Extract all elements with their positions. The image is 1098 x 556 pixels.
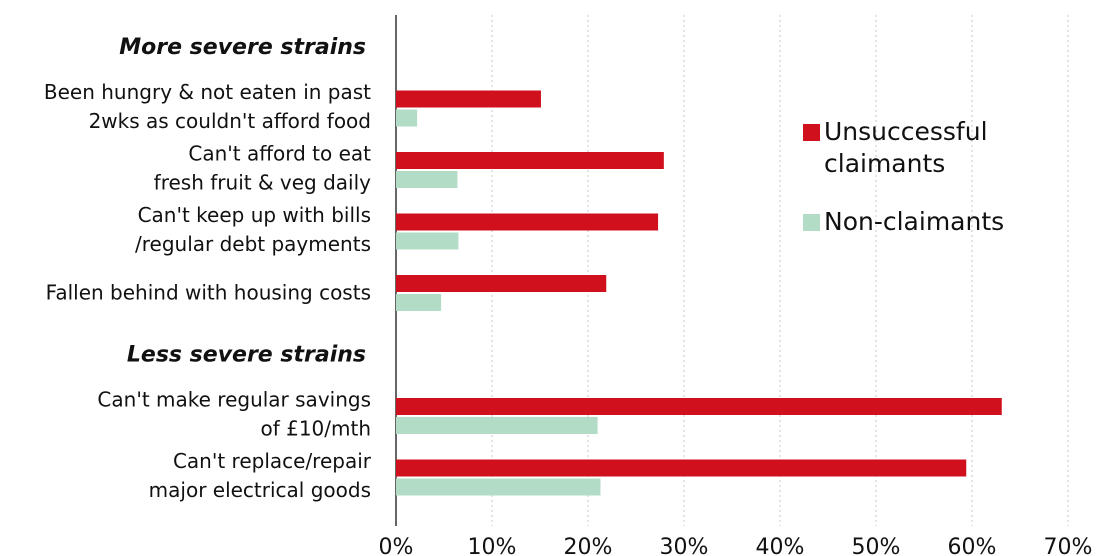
y-tick-label: of £10/mth: [260, 417, 371, 441]
x-tick-label: 40%: [756, 535, 805, 556]
legend-label: Unsuccessful claimants: [824, 117, 988, 178]
legend-label: Non-claimants: [824, 207, 1005, 236]
bar: [396, 398, 1002, 415]
y-tick-label: major electrical goods: [149, 478, 371, 502]
y-tick-label: Been hungry & not eaten in past: [44, 80, 371, 104]
y-tick-label: 2wks as couldn't afford food: [89, 109, 371, 133]
x-tick-label: 70%: [1044, 535, 1093, 556]
bar: [396, 213, 659, 231]
bar: [396, 109, 418, 127]
x-tick-label: 50%: [852, 535, 901, 556]
x-tick-label: 60%: [948, 535, 997, 556]
y-tick-label: /regular debt payments: [135, 232, 371, 256]
y-tick-label: fresh fruit & veg daily: [154, 171, 371, 195]
bar: [396, 152, 664, 169]
bar: [396, 275, 607, 292]
bar: [396, 90, 541, 108]
x-tick-label: 30%: [660, 535, 709, 556]
x-tick-label: 20%: [564, 535, 613, 556]
legend-swatch: [803, 124, 820, 141]
y-tick-label: Can't afford to eat: [188, 142, 371, 166]
legend-item: Non-claimants: [803, 206, 1043, 238]
x-tick-label: 10%: [468, 535, 517, 556]
y-tick-label: Fallen behind with housing costs: [46, 281, 371, 305]
bar: [396, 294, 442, 311]
bar: [396, 171, 458, 188]
bar: [396, 232, 459, 250]
y-tick-label: Can't keep up with bills: [138, 203, 371, 227]
section-header: More severe strains: [119, 35, 366, 60]
section-header: Less severe strains: [127, 343, 366, 368]
bar: [396, 417, 598, 434]
legend-item: Unsuccessful claimants: [803, 116, 1043, 180]
x-tick-label: 0%: [379, 535, 414, 556]
bar: [396, 459, 967, 477]
y-tick-label: Can't replace/repair: [173, 449, 372, 473]
legend-swatch: [803, 214, 820, 231]
legend: Unsuccessful claimants Non-claimants: [803, 116, 1043, 264]
y-tick-label: Can't make regular savings: [97, 388, 371, 412]
bar: [396, 478, 601, 496]
